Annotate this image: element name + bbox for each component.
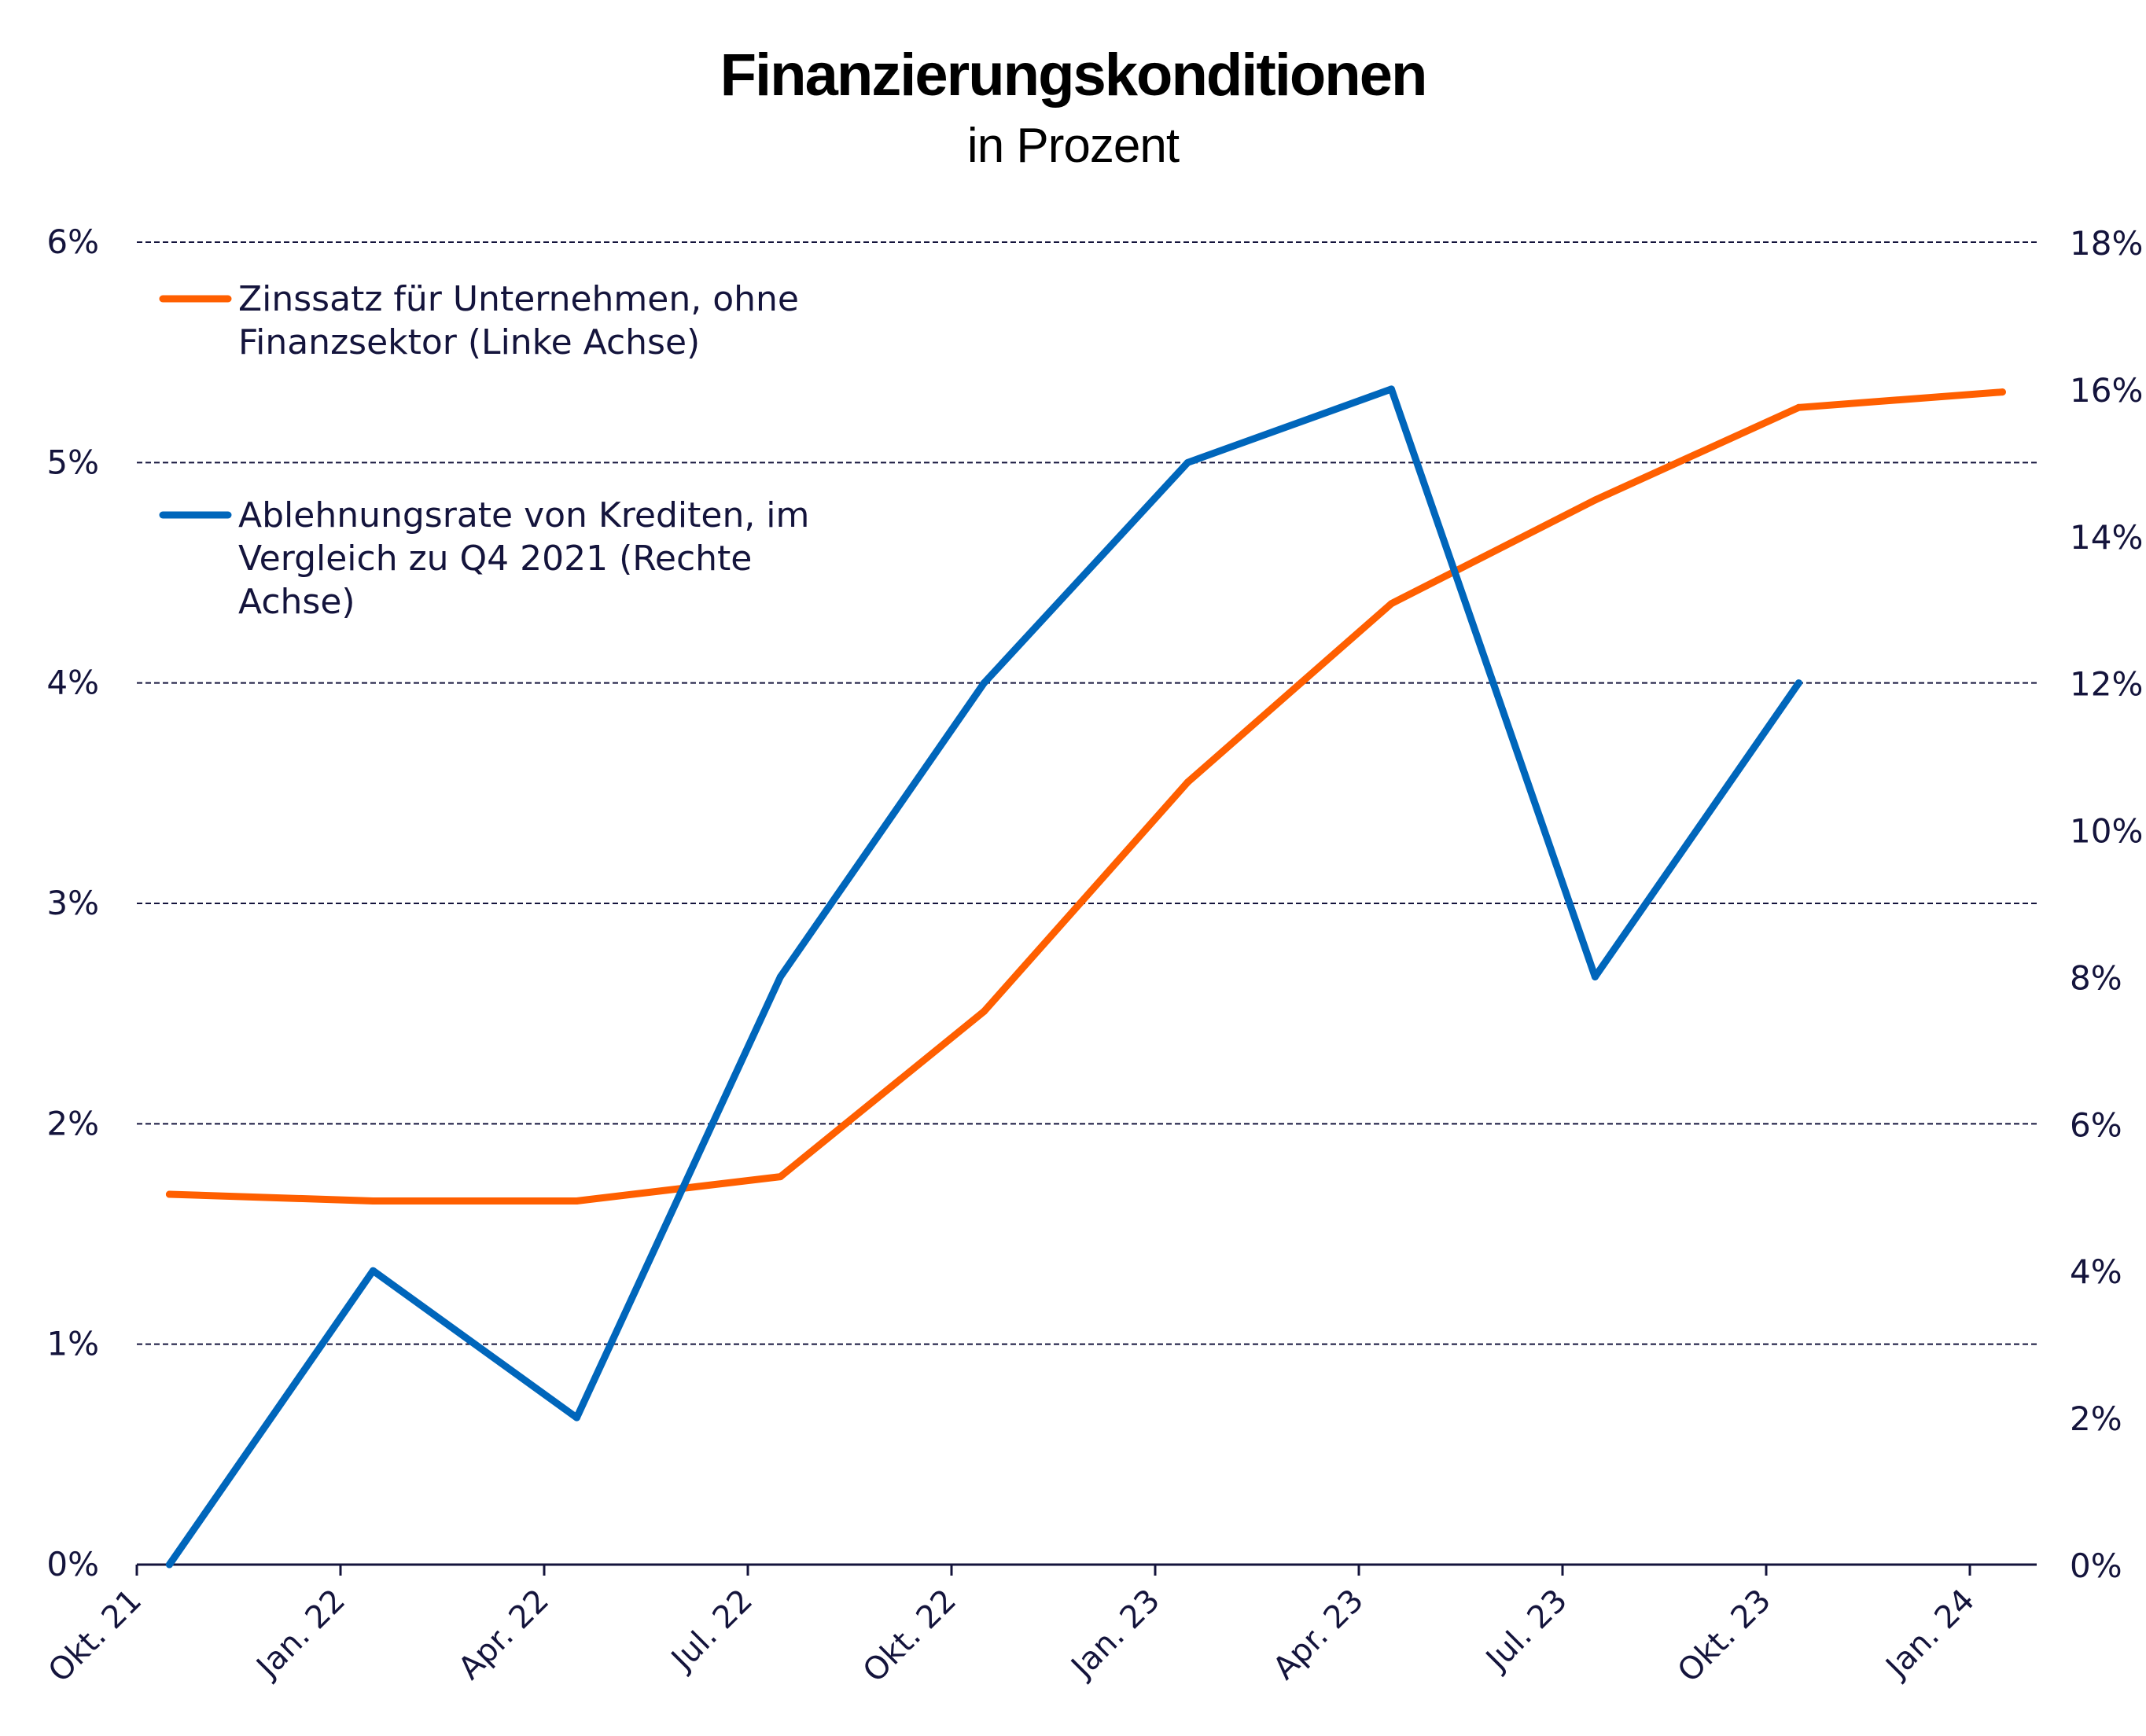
data-point (1183, 458, 1191, 466)
left-tick-label: 3% (46, 884, 99, 922)
legend: Zinssatz für Unternehmen, ohneFinanzsekt… (159, 279, 809, 622)
x-tick-label: Jan. 23 (1063, 1583, 1167, 1686)
data-point (1387, 385, 1395, 393)
left-tick-label: 4% (46, 664, 99, 702)
data-point (776, 973, 784, 980)
legend-label-1: Finanzsektor (Linke Achse) (238, 322, 700, 362)
axis-layer: 0% 1% 2% 3% 4% 5% 6% 0% 2% 4% 6% 8% 10% 12% 14% 16% 18% O… (42, 223, 2144, 1690)
data-point (1387, 600, 1395, 608)
right-tick-label: 6% (2070, 1105, 2122, 1144)
right-tick-label: 4% (2070, 1252, 2122, 1291)
left-tick-label: 0% (46, 1545, 99, 1583)
left-tick-label: 5% (46, 443, 99, 481)
left-tick-label: 1% (46, 1325, 99, 1363)
chart-title: Finanzierungskonditionen (720, 42, 1428, 108)
x-tick-label: Apr. 23 (1266, 1583, 1371, 1687)
right-tick-label: 16% (2070, 371, 2143, 410)
data-point (1794, 679, 1802, 687)
right-tick-label: 8% (2070, 958, 2122, 997)
right-tick-label: 14% (2070, 518, 2143, 557)
data-point (980, 1007, 988, 1015)
data-point (980, 679, 988, 687)
series-line-1 (165, 388, 2006, 1205)
data-point (165, 1190, 173, 1198)
data-point (1591, 973, 1599, 980)
x-tick-label: Apr. 22 (451, 1583, 556, 1687)
data-point (572, 1197, 580, 1205)
x-tick-label: Jan. 22 (248, 1583, 352, 1686)
left-tick-label: 2% (46, 1104, 99, 1142)
x-tick-label: Okt. 21 (42, 1583, 149, 1690)
right-tick-label: 18% (2070, 224, 2143, 263)
data-point (572, 1414, 580, 1422)
data-point (165, 1561, 173, 1569)
legend-label-2: Achse) (238, 582, 355, 622)
data-point (1591, 496, 1599, 504)
x-tick-label: Okt. 23 (1671, 1583, 1778, 1690)
data-point (1183, 778, 1191, 786)
legend-label-1: Zinssatz für Unternehmen, ohne (238, 279, 799, 319)
x-tick-label: Okt. 22 (856, 1583, 963, 1690)
grid-layer (137, 241, 2037, 1345)
left-tick-label: 6% (46, 223, 99, 261)
legend-label-2: Vergleich zu Q4 2021 (Rechte (238, 539, 752, 579)
data-point (1998, 388, 2006, 396)
right-tick-label: 0% (2070, 1547, 2122, 1585)
right-tick-label: 2% (2070, 1399, 2122, 1438)
data-point (369, 1197, 377, 1205)
right-tick-label: 12% (2070, 665, 2143, 704)
right-tick-label: 10% (2070, 812, 2143, 851)
x-tick-label: Jul. 23 (1478, 1583, 1574, 1679)
x-tick-label: Jul. 22 (663, 1583, 760, 1679)
data-point (369, 1267, 377, 1274)
series-layer (165, 385, 2006, 1569)
chart-subtitle: in Prozent (966, 119, 1180, 173)
data-point (1794, 403, 1802, 411)
data-point (776, 1173, 784, 1181)
legend-label-2: Ablehnungsrate von Krediten, im (238, 495, 809, 535)
x-tick-label: Jan. 24 (1878, 1583, 1982, 1686)
